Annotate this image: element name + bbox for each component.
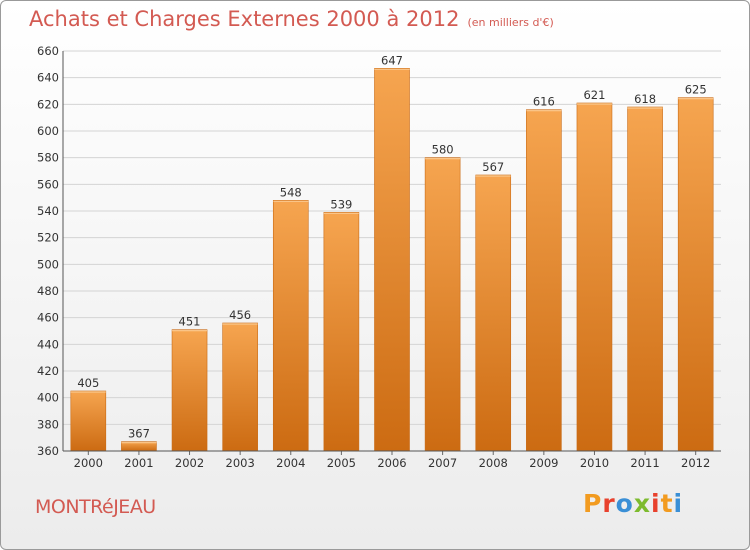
y-tick-label: 520 [37, 231, 59, 245]
data-label-2003: 456 [229, 308, 251, 322]
bar-2011 [627, 106, 663, 452]
y-tick-label: 660 [37, 44, 59, 58]
data-label-2002: 451 [179, 315, 201, 329]
proxiti-logo[interactable]: Proxiti [583, 489, 683, 518]
y-tick-label: 620 [37, 97, 59, 111]
data-label-2011: 618 [634, 92, 656, 106]
data-label-2001: 367 [128, 427, 150, 441]
y-tick-label: 540 [37, 204, 59, 218]
x-tick-label-2001: 2001 [124, 456, 153, 470]
data-label-2007: 580 [432, 143, 454, 157]
x-tick-label-2005: 2005 [327, 456, 356, 470]
bar-2008 [475, 174, 512, 452]
x-tick-label-2008: 2008 [479, 456, 508, 470]
x-tick-label-2002: 2002 [175, 456, 204, 470]
y-tick-label: 460 [37, 311, 59, 325]
y-tick-label: 580 [37, 151, 59, 165]
bar-2005 [323, 212, 360, 452]
data-label-2004: 548 [280, 185, 302, 199]
chart-subtitle: (en milliers d'€) [467, 16, 554, 29]
data-label-2012: 625 [685, 83, 707, 97]
logo-letter: i [651, 489, 661, 518]
x-tick-label-2009: 2009 [529, 456, 558, 470]
x-tick-label-2003: 2003 [226, 456, 255, 470]
y-tick-label: 380 [37, 417, 59, 431]
x-tick-label-2011: 2011 [630, 456, 659, 470]
logo-letter: t [660, 489, 674, 518]
logo-letter: i [673, 489, 684, 518]
bar-2004 [272, 200, 309, 452]
data-label-2009: 616 [533, 95, 555, 109]
bar-2000 [70, 390, 107, 452]
logo-letter: r [602, 489, 616, 518]
logo-letter: x [633, 489, 651, 518]
x-tick-label-2010: 2010 [580, 456, 609, 470]
data-label-2000: 405 [77, 376, 99, 390]
bar-2010 [576, 102, 613, 452]
chart-title: Achats et Charges Externes 2000 à 2012 (e… [29, 7, 554, 31]
bar-2006 [374, 68, 410, 452]
y-tick-label: 480 [37, 284, 59, 298]
x-tick-label-2007: 2007 [428, 456, 457, 470]
y-tick-label: 560 [37, 177, 59, 191]
y-tick-label: 640 [37, 71, 59, 85]
data-label-2008: 567 [482, 160, 504, 174]
bar-2007 [424, 157, 461, 452]
logo-letter: o [615, 489, 634, 518]
y-tick-label: 400 [37, 391, 59, 405]
y-tick-label: 440 [37, 337, 59, 351]
data-label-2005: 539 [330, 197, 352, 211]
x-tick-label-2006: 2006 [377, 456, 406, 470]
bar-2003 [222, 322, 258, 452]
bar-2002 [171, 329, 208, 452]
bar-2012 [677, 97, 714, 452]
data-label-2006: 647 [381, 53, 403, 67]
x-tick-label-2004: 2004 [276, 456, 305, 470]
bars: 405 367 451 456 548 539 647 580 567 616 621 618 625 [70, 53, 714, 452]
city-name: MONTRéJEAU [35, 496, 156, 518]
logo-letter: P [583, 489, 603, 518]
chart-title-text: Achats et Charges Externes 2000 à 2012 [29, 7, 460, 31]
y-tick-label: 600 [37, 124, 59, 138]
bar-2009 [526, 109, 562, 452]
y-tick-label: 420 [37, 364, 59, 378]
x-tick-label-2012: 2012 [681, 456, 710, 470]
y-tick-label: 500 [37, 257, 59, 271]
data-label-2010: 621 [583, 88, 605, 102]
axes: 360 380 400 420 440 460 480 500 520 540 560 580 600 6… [37, 44, 721, 470]
x-tick-label-2000: 2000 [74, 456, 103, 470]
y-tick-label: 360 [37, 444, 59, 458]
